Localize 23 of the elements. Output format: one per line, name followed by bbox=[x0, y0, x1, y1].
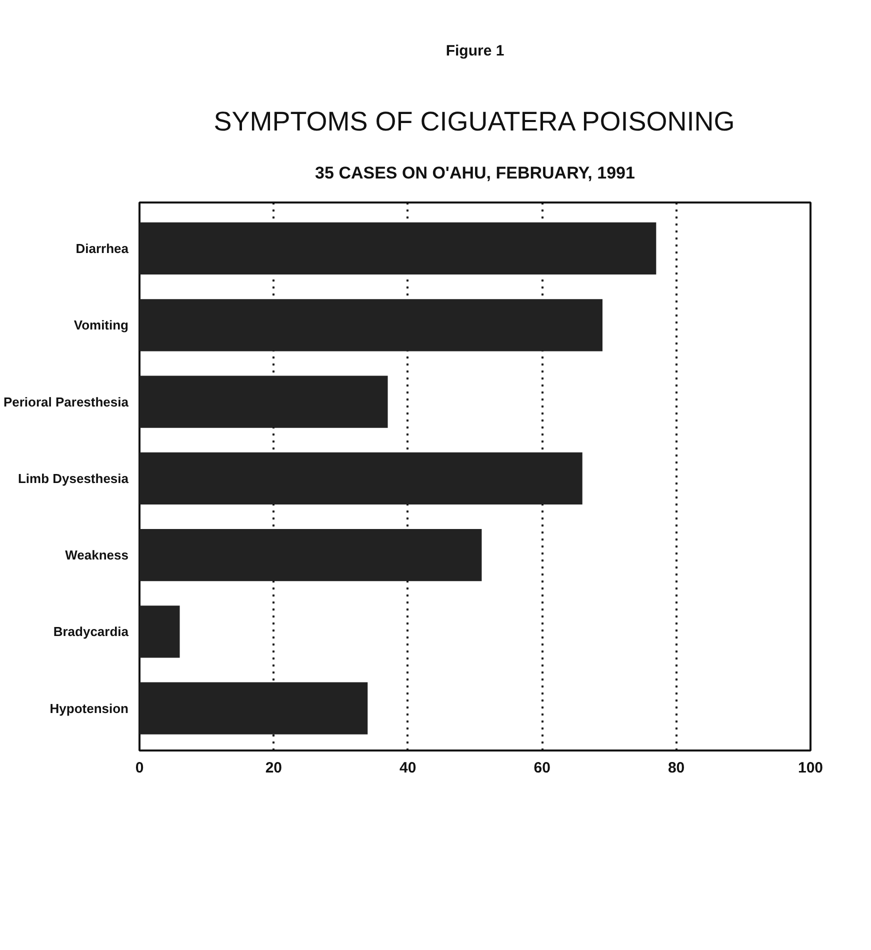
chart-title: SYMPTOMS OF CIGUATERA POISONING bbox=[214, 106, 735, 136]
x-tick-label: 40 bbox=[400, 760, 416, 776]
bar bbox=[140, 376, 388, 428]
bar bbox=[140, 299, 602, 352]
y-tick-label: Hypotension bbox=[50, 700, 129, 716]
y-tick-label: Limb Dysesthesia bbox=[18, 470, 130, 486]
bar bbox=[140, 682, 368, 734]
x-tick-label: 80 bbox=[668, 760, 685, 776]
y-tick-label: Perioral Paresthesia bbox=[3, 394, 130, 410]
y-tick-label: Bradycardia bbox=[53, 624, 130, 640]
caption: Figure 1 bbox=[446, 42, 504, 60]
bar bbox=[140, 606, 180, 658]
bar bbox=[140, 452, 582, 504]
y-tick-label: Weakness bbox=[65, 548, 129, 563]
bar bbox=[140, 529, 482, 582]
chart-subtitle: 35 CASES ON O'AHU, FEBRUARY, 1991 bbox=[315, 164, 635, 182]
x-tick-label: 20 bbox=[265, 760, 282, 776]
x-tick-label: 0 bbox=[135, 760, 144, 776]
x-tick-label: 60 bbox=[534, 760, 550, 776]
y-tick-label: Diarrhea bbox=[76, 240, 130, 256]
y-tick-label: Vomiting bbox=[74, 318, 129, 333]
bar bbox=[140, 222, 656, 275]
x-tick-label: 100 bbox=[798, 760, 824, 776]
